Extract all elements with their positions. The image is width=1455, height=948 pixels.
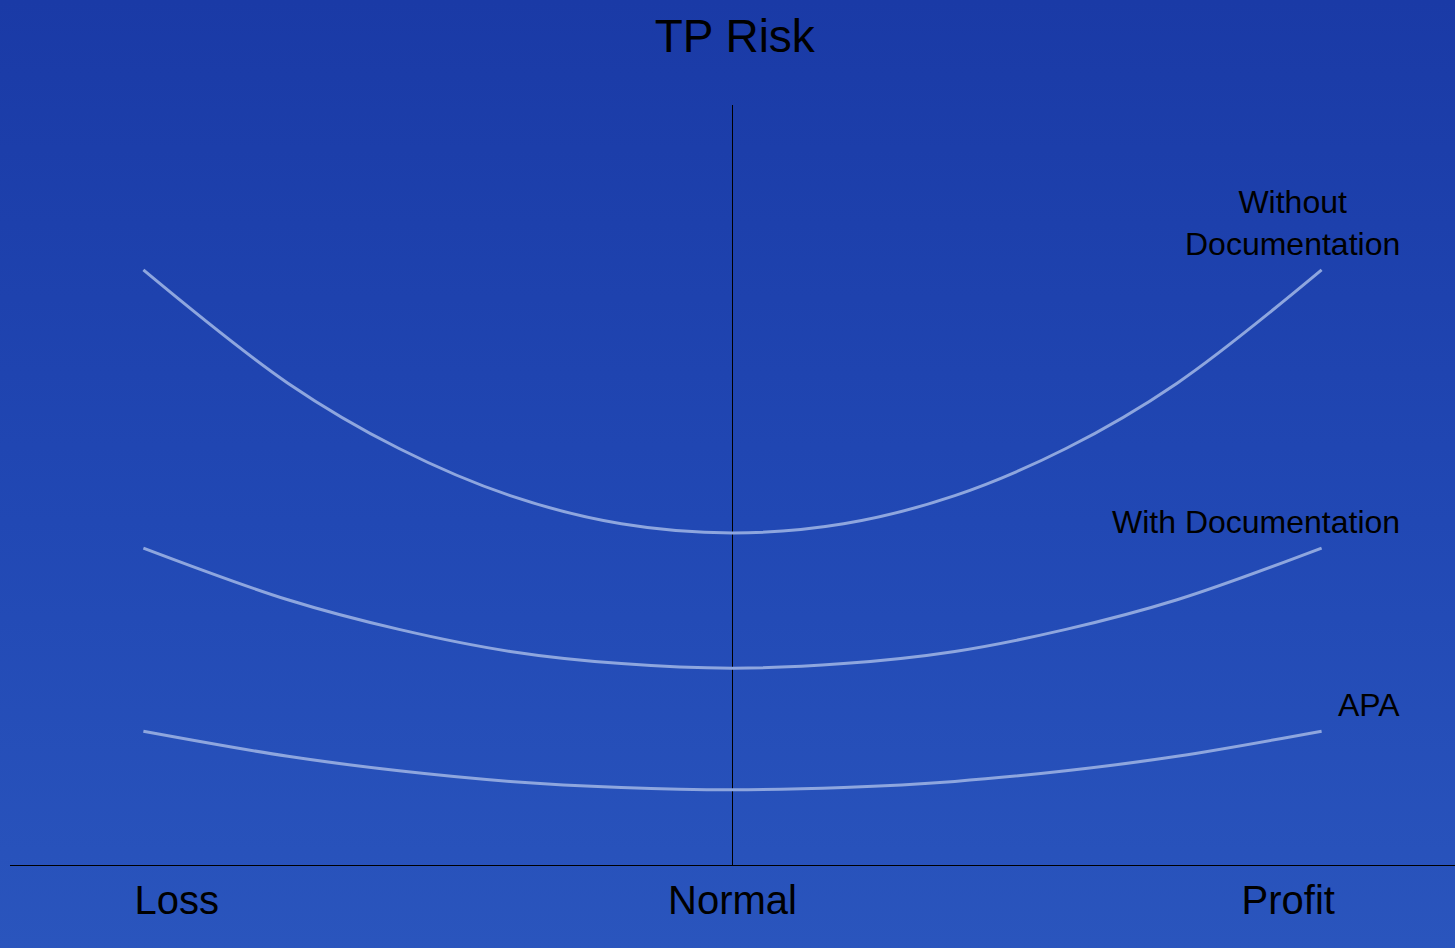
svg-text:WithoutDocumentation: WithoutDocumentation — [1185, 184, 1400, 262]
svg-text:Loss: Loss — [134, 878, 219, 922]
svg-text:TP Risk: TP Risk — [655, 10, 816, 62]
svg-text:With Documentation: With Documentation — [1112, 504, 1400, 540]
svg-text:Profit: Profit — [1242, 878, 1335, 922]
svg-text:Normal: Normal — [668, 878, 797, 922]
svg-text:APA: APA — [1338, 687, 1400, 723]
